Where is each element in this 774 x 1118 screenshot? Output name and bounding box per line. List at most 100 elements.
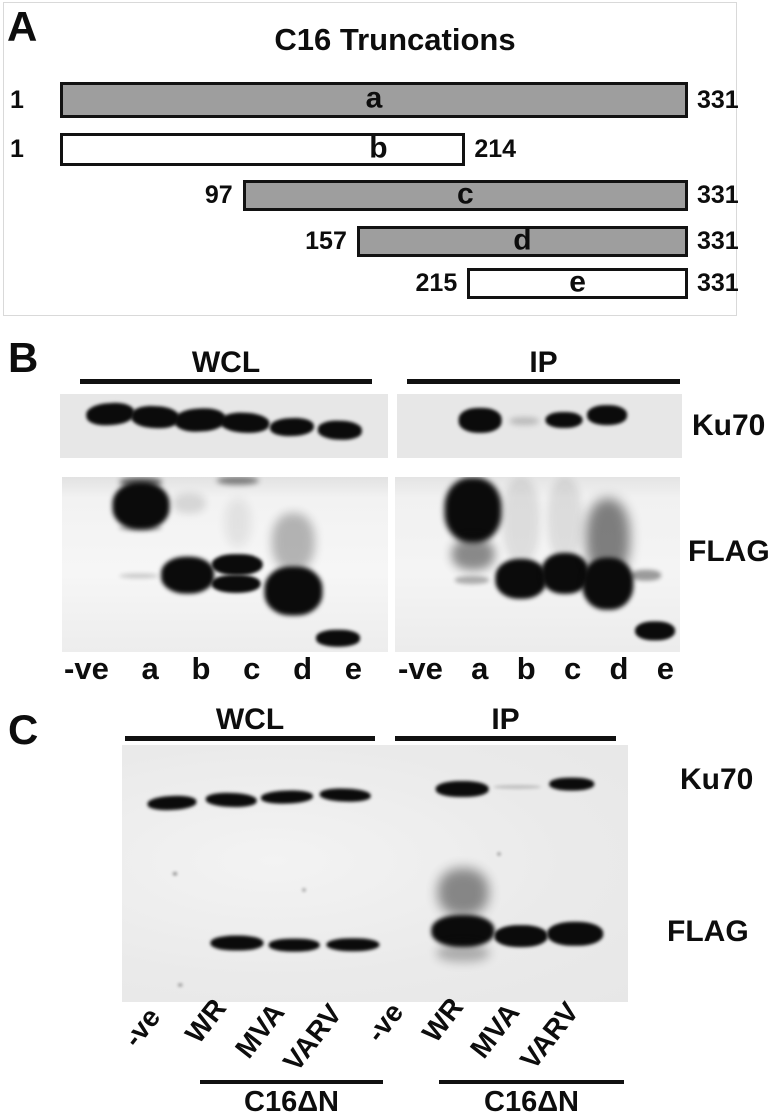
panel-b-ip-underline (407, 379, 680, 384)
bar-start-residue-e: 215 (415, 269, 458, 297)
truncation-diagram: a 1 331 b 1 214 c 97 331 d 157 331 e 215 331 (0, 0, 774, 318)
bar-letter-d: d (513, 223, 532, 256)
lane-label-c: c (563, 651, 582, 686)
truncation-bar-b: b (60, 131, 466, 166)
band-b (502, 477, 540, 565)
band-WR (205, 792, 257, 808)
band-a (112, 482, 170, 530)
panel-c-wcl-underline (125, 736, 375, 741)
band-speck (178, 983, 182, 987)
blot-c (122, 745, 628, 1002)
band-c (216, 477, 260, 485)
bar-start-residue-a: 1 (10, 86, 24, 114)
lane-label-varv: VARV (513, 996, 585, 1075)
truncation-bar-c: c (242, 177, 688, 211)
band-speck (302, 888, 306, 892)
band-b (495, 558, 547, 599)
panel-c-ip-construct-label: C16ΔN (484, 1086, 579, 1118)
band-MVA (260, 789, 314, 805)
bar-start-residue-b: 1 (10, 135, 24, 163)
band-d (272, 512, 315, 571)
bar-letter-a: a (365, 81, 383, 115)
panel-c-ip-header: IP (491, 703, 520, 736)
bar-end-residue-b: 214 (474, 135, 517, 163)
lane-label-ve: -ve (398, 651, 443, 686)
band-MVA (268, 939, 320, 952)
band-a (444, 477, 502, 543)
band-d (587, 405, 627, 426)
lane-label-varv: VARV (276, 998, 348, 1077)
band-c (211, 553, 263, 576)
band--ve (147, 794, 197, 812)
band--ve (85, 401, 135, 427)
truncation-bar-a: a (60, 82, 688, 118)
panel-b-ip-lane-labels: -ve a b c d e (398, 652, 674, 686)
panel-b-flag-label: FLAG (688, 535, 770, 568)
panel-a-title: C16 Truncations (274, 22, 516, 57)
lane-label-ve: -ve (116, 1001, 167, 1053)
band-VARV (319, 787, 371, 802)
panel-a-border (3, 2, 737, 316)
band-b (174, 406, 227, 433)
panel-b-wcl-underline (80, 379, 372, 384)
bar-end-residue-c: 331 (697, 181, 739, 209)
lane-label-e: e (344, 651, 362, 686)
panel-c-letter: C (8, 706, 39, 753)
band-e (316, 629, 361, 647)
band-a (451, 538, 495, 570)
bar-letter-c: c (456, 177, 474, 210)
bar-letter-b: b (369, 131, 388, 164)
lane-label-b: b (191, 651, 211, 686)
band-MVA (493, 784, 541, 789)
panel-b-letter: B (8, 334, 39, 381)
band-WR (437, 868, 489, 916)
band-speck (173, 871, 178, 876)
band-VARV (547, 921, 603, 947)
blot-b-wcl-ku70 (60, 394, 388, 458)
blot-b-wcl-flag (62, 477, 388, 652)
band-c (211, 574, 261, 593)
bar-letter-e: e (569, 265, 586, 298)
band-WR (431, 915, 495, 948)
panel-b-wcl-lane-labels: -ve a b c d e (64, 652, 362, 686)
panel-c-ip-bracket-line (439, 1080, 624, 1084)
panel-b-ku70-label: Ku70 (692, 409, 766, 442)
band-c (219, 411, 271, 435)
band-VARV (549, 777, 595, 791)
blot-b-ip-ku70 (397, 394, 682, 458)
truncation-bar-d: d (356, 223, 688, 257)
band-b (509, 417, 539, 425)
panel-c-ip-underline (395, 736, 616, 741)
band-MVA (494, 925, 548, 947)
band-WR (210, 935, 264, 951)
band-WR (435, 780, 489, 797)
band-a (130, 404, 180, 430)
panel-c-ku70-label: Ku70 (680, 763, 754, 796)
band-WR (436, 944, 490, 963)
bar-end-residue-e: 331 (697, 269, 739, 297)
band-c (545, 412, 583, 429)
panel-c-wcl-bracket-line (200, 1080, 383, 1084)
lane-label-a: a (141, 651, 159, 686)
panel-b-wcl-header: WCL (191, 346, 261, 379)
lane-label-d: d (293, 651, 312, 686)
band-a (119, 524, 162, 532)
band-e (630, 569, 661, 581)
band-a (458, 408, 502, 433)
band-a (454, 576, 490, 585)
band-speck (497, 852, 501, 856)
band-VARV (326, 937, 380, 952)
lane-label-d: d (609, 651, 629, 686)
band-b (172, 493, 206, 513)
band-b (160, 556, 215, 594)
panel-c-wcl-construct-label: C16ΔN (244, 1086, 339, 1118)
panel-a-letter: A (7, 3, 38, 50)
panel-c-flag-label: FLAG (667, 915, 749, 948)
band-c (224, 498, 252, 547)
lane-label-ve: -ve (64, 651, 109, 686)
lane-label-e: e (656, 651, 674, 686)
band-d (264, 566, 322, 616)
lane-label-ve: -ve (359, 996, 410, 1048)
lane-label-c: c (243, 651, 261, 686)
